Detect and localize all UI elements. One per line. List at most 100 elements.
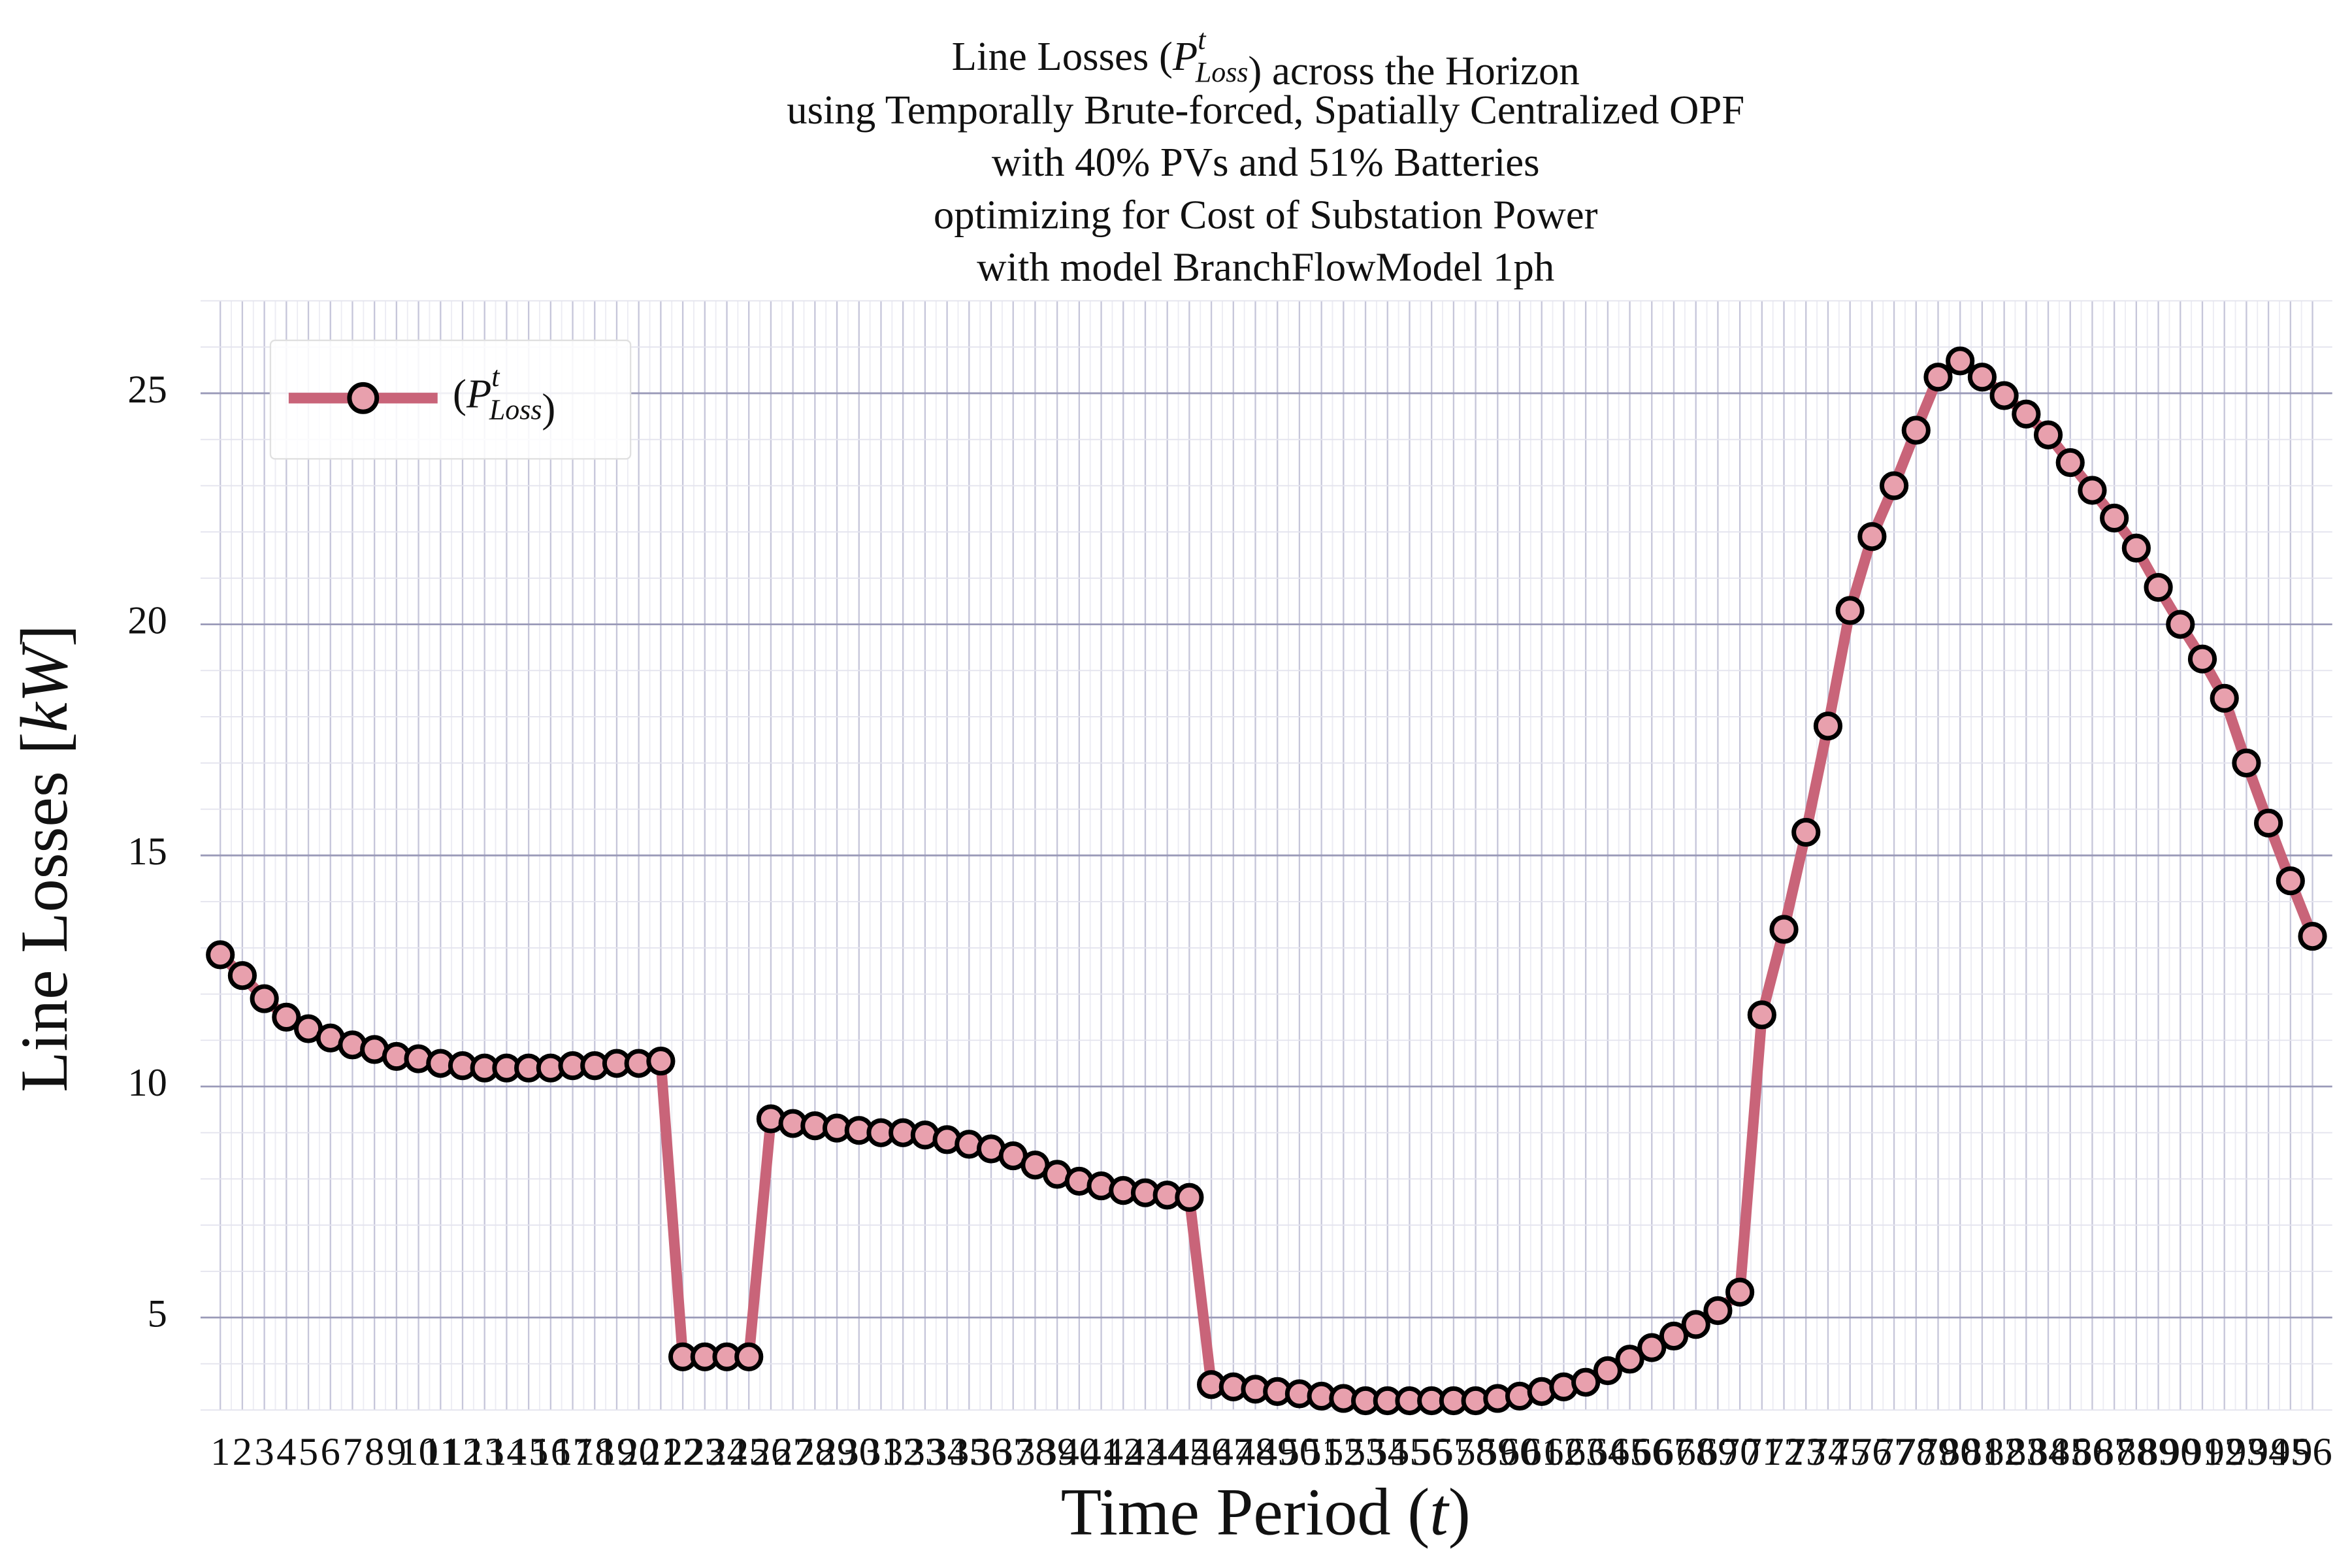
x-tick-label: 69 [1698, 1430, 1737, 1474]
x-tick-label: 17 [553, 1430, 592, 1474]
x-tick-label: 70 [1720, 1430, 1759, 1474]
x-tick-label: 51 [1301, 1430, 1341, 1474]
text-part: kW [8, 642, 82, 732]
chart-title: Line Losses (Pt Loss) across the Horizon [952, 24, 1580, 94]
x-tick-label: 52 [1324, 1430, 1363, 1474]
x-tick-label: 47 [1214, 1430, 1253, 1474]
x-tick-label: 40 [1060, 1430, 1099, 1474]
x-tick-label: 14 [487, 1430, 526, 1474]
x-tick-label: 86 [2072, 1430, 2112, 1474]
text-part: t [1429, 1476, 1450, 1550]
x-tick-label: 32 [883, 1430, 923, 1474]
x-tick-label: 11 [421, 1430, 459, 1474]
x-tick-label: 22 [663, 1430, 702, 1474]
data-point [2232, 748, 2261, 777]
x-tick-label: 39 [1037, 1430, 1077, 1474]
data-point [1615, 1345, 1644, 1374]
x-tick-label: 7 [342, 1430, 362, 1474]
chart-subtitle: with model BranchFlowModel 1ph [977, 244, 1554, 290]
x-tick-label: 90 [2161, 1430, 2200, 1474]
y-tick-label: 5 [148, 1292, 167, 1336]
data-point [1593, 1356, 1622, 1386]
data-point [2121, 533, 2151, 563]
data-point [1989, 381, 2019, 410]
data-point [2033, 420, 2063, 449]
data-point [1967, 363, 1997, 392]
x-tick-label: 12 [443, 1430, 482, 1474]
data-point [2100, 503, 2129, 533]
x-tick-label: 6 [321, 1430, 340, 1474]
x-tick-label: 16 [531, 1430, 570, 1474]
x-tick-label: 62 [1544, 1430, 1583, 1474]
x-tick-label: 56 [1412, 1430, 1451, 1474]
x-tick-label: 21 [641, 1430, 680, 1474]
x-tick-label: 30 [840, 1430, 879, 1474]
x-tick-label: 66 [1632, 1430, 1671, 1474]
chart-subtitle: with 40% PVs and 51% Batteries [992, 139, 1540, 185]
data-point [272, 1002, 301, 1032]
data-point [2210, 683, 2239, 713]
x-tick-label: 71 [1742, 1430, 1782, 1474]
x-tick-label: 64 [1588, 1430, 1627, 1474]
text-part: P [466, 371, 491, 417]
x-tick-label: 20 [619, 1430, 658, 1474]
x-tick-label: 78 [1897, 1430, 1936, 1474]
x-tick-label: 48 [1235, 1430, 1275, 1474]
text-part: ) across the Horizon [1248, 48, 1579, 93]
data-point [2055, 448, 2085, 478]
x-tick-label: 2 [233, 1430, 252, 1474]
x-tick-label: 59 [1478, 1430, 1517, 1474]
x-tick-label: 8 [365, 1430, 384, 1474]
x-tick-label: 91 [2183, 1430, 2222, 1474]
data-point [227, 961, 257, 990]
x-tick-label: 75 [1830, 1430, 1869, 1474]
x-tick-label: 43 [1126, 1430, 1165, 1474]
data-point [206, 940, 235, 970]
x-tick-label: 79 [1918, 1430, 1957, 1474]
data-point [2166, 610, 2195, 639]
x-tick-label: 57 [1434, 1430, 1473, 1474]
x-tick-label: 63 [1566, 1430, 1605, 1474]
x-tick-label: 36 [972, 1430, 1011, 1474]
x-tick-label: 33 [906, 1430, 945, 1474]
data-point [2187, 644, 2217, 674]
legend-label: (Pt Loss) [453, 361, 555, 431]
x-tick-label: 72 [1764, 1430, 1803, 1474]
text-part: Loss [489, 393, 542, 425]
data-point [1725, 1277, 1755, 1307]
x-tick-label: 41 [1081, 1430, 1120, 1474]
x-tick-label: 81 [1963, 1430, 2002, 1474]
data-point [1857, 522, 1887, 551]
x-tick-label: 5 [299, 1430, 318, 1474]
x-tick-label: 88 [2117, 1430, 2156, 1474]
x-tick-label: 89 [2138, 1430, 2178, 1474]
x-tick-label: 76 [1852, 1430, 1891, 1474]
x-tick-label: 13 [465, 1430, 504, 1474]
text-part: ) [1448, 1476, 1471, 1550]
x-tick-label: 80 [1940, 1430, 1980, 1474]
x-tick-label: 9 [387, 1430, 406, 1474]
chart-subtitle: optimizing for Cost of Substation Power [934, 191, 1598, 237]
x-tick-label: 3 [255, 1430, 274, 1474]
x-tick-label: 55 [1390, 1430, 1429, 1474]
data-point [2254, 808, 2283, 838]
x-tick-label: 37 [993, 1430, 1032, 1474]
x-tick-label: 95 [2271, 1430, 2310, 1474]
x-tick-label: 60 [1500, 1430, 1539, 1474]
data-point [1946, 346, 1975, 376]
x-tick-label: 10 [399, 1430, 438, 1474]
chart-subtitle: using Temporally Brute-forced, Spatially… [787, 87, 1744, 133]
y-axis-label: Line Losses [kW] [8, 625, 82, 1092]
x-tick-label: 87 [2095, 1430, 2134, 1474]
x-tick-label: 35 [949, 1430, 988, 1474]
data-point [1175, 1183, 1204, 1212]
x-tick-label: 31 [861, 1430, 900, 1474]
x-tick-label: 15 [509, 1430, 548, 1474]
x-tick-label: 24 [707, 1430, 746, 1474]
data-point [1901, 416, 1931, 445]
x-tick-label: 67 [1654, 1430, 1693, 1474]
x-tick-label: 94 [2249, 1430, 2288, 1474]
x-tick-label: 29 [817, 1430, 857, 1474]
data-point [646, 1046, 676, 1076]
data-point [1637, 1333, 1667, 1362]
